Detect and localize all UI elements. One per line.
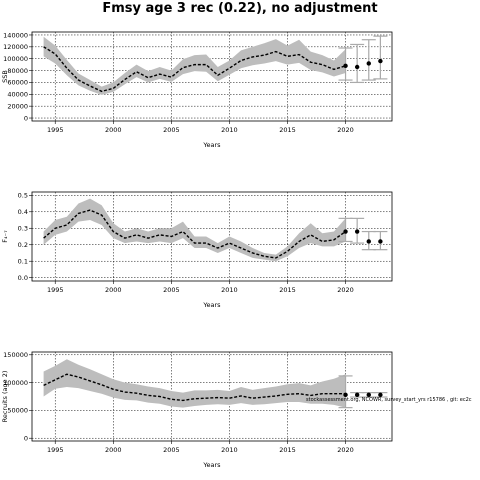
x-axis-label: Years bbox=[202, 461, 221, 469]
x-tick-label: 2010 bbox=[221, 126, 238, 134]
x-tick-label: 2005 bbox=[163, 446, 180, 454]
axes-frame bbox=[31, 191, 393, 282]
axes-frame bbox=[31, 351, 393, 442]
y-tick-label: 20000 bbox=[7, 102, 28, 110]
y-tick-label: 120000 bbox=[3, 43, 28, 51]
forecast-point bbox=[378, 239, 383, 244]
x-tick-label: 2000 bbox=[105, 446, 122, 454]
y-tick-label: 140000 bbox=[3, 31, 28, 39]
x-tick-label: 2010 bbox=[221, 446, 238, 454]
x-tick-label: 1995 bbox=[47, 126, 64, 134]
y-tick-label: 100000 bbox=[3, 55, 28, 63]
estimate-line bbox=[43, 209, 346, 259]
confidence-band bbox=[43, 359, 346, 408]
x-tick-label: 2010 bbox=[221, 286, 238, 294]
forecast-point bbox=[366, 61, 371, 66]
forecast-point bbox=[378, 392, 383, 398]
x-tick-label: 2005 bbox=[163, 126, 180, 134]
y-tick-label: 80000 bbox=[7, 67, 28, 75]
x-tick-label: 1995 bbox=[47, 286, 64, 294]
forecast-point bbox=[378, 58, 383, 64]
x-tick-label: 2020 bbox=[337, 286, 354, 294]
panel-recruits: 1995 2000 2005 2010 2015 2020 0 50000 100000 1500… bbox=[1, 351, 393, 469]
y-axis-label: F₄₋₇ bbox=[1, 230, 9, 243]
x-tick-label: 2015 bbox=[279, 126, 296, 134]
x-axis-label: Years bbox=[202, 301, 221, 309]
forecast-point bbox=[343, 229, 348, 234]
x-tick-label: 2000 bbox=[105, 286, 122, 294]
x-tick-label: 2000 bbox=[105, 126, 122, 134]
y-tick-label: 150000 bbox=[3, 351, 28, 359]
forecast-point bbox=[354, 64, 360, 70]
y-tick-label: 0.1 bbox=[18, 258, 28, 266]
forecast-point bbox=[366, 392, 371, 398]
x-tick-label: 2020 bbox=[337, 446, 354, 454]
forecast-point bbox=[343, 392, 348, 398]
y-tick-label: 40000 bbox=[7, 91, 28, 99]
forecast-point bbox=[366, 239, 371, 244]
y-tick-label: 0 bbox=[24, 114, 28, 122]
y-axis-label: Recruits (age 2) bbox=[1, 371, 9, 423]
forecast-point bbox=[354, 229, 360, 234]
estimate-line bbox=[43, 373, 346, 402]
x-tick-label: 1995 bbox=[47, 446, 64, 454]
y-tick-label: 100000 bbox=[3, 379, 28, 387]
panel-f: 1995 2000 2005 2010 2015 2020 0.0 0.1 0.2 0.3 0.4 0… bbox=[1, 191, 393, 309]
forecast-point bbox=[354, 392, 360, 398]
y-tick-label: 0.4 bbox=[18, 208, 28, 216]
y-tick-label: 0 bbox=[24, 435, 28, 443]
panel-ssb: 1995 2000 2005 2010 2015 2020 0 20000 40000 60000… bbox=[1, 31, 393, 149]
y-tick-label: 60000 bbox=[7, 79, 28, 87]
y-tick-label: 0.2 bbox=[18, 241, 28, 249]
axes-frame bbox=[31, 31, 393, 122]
x-tick-label: 2015 bbox=[279, 446, 296, 454]
source-annotation: stockassessment.org, NCOWR, survey_start… bbox=[306, 397, 472, 403]
x-tick-label: 2005 bbox=[163, 286, 180, 294]
x-axis-label: Years bbox=[202, 141, 221, 149]
y-tick-label: 0.5 bbox=[18, 192, 28, 200]
y-tick-label: 0.3 bbox=[18, 225, 28, 233]
confidence-band bbox=[43, 36, 346, 95]
forecast-point bbox=[343, 63, 348, 69]
y-tick-label: 50000 bbox=[7, 407, 28, 415]
estimate-line bbox=[43, 46, 346, 93]
confidence-band bbox=[43, 198, 346, 262]
y-axis-label: SSB bbox=[1, 70, 9, 83]
x-tick-label: 2020 bbox=[337, 126, 354, 134]
y-tick-label: 0.0 bbox=[18, 274, 28, 282]
x-tick-label: 2015 bbox=[279, 286, 296, 294]
figure-title: Fmsy age 3 rec (0.22), no adjustment bbox=[102, 1, 377, 16]
